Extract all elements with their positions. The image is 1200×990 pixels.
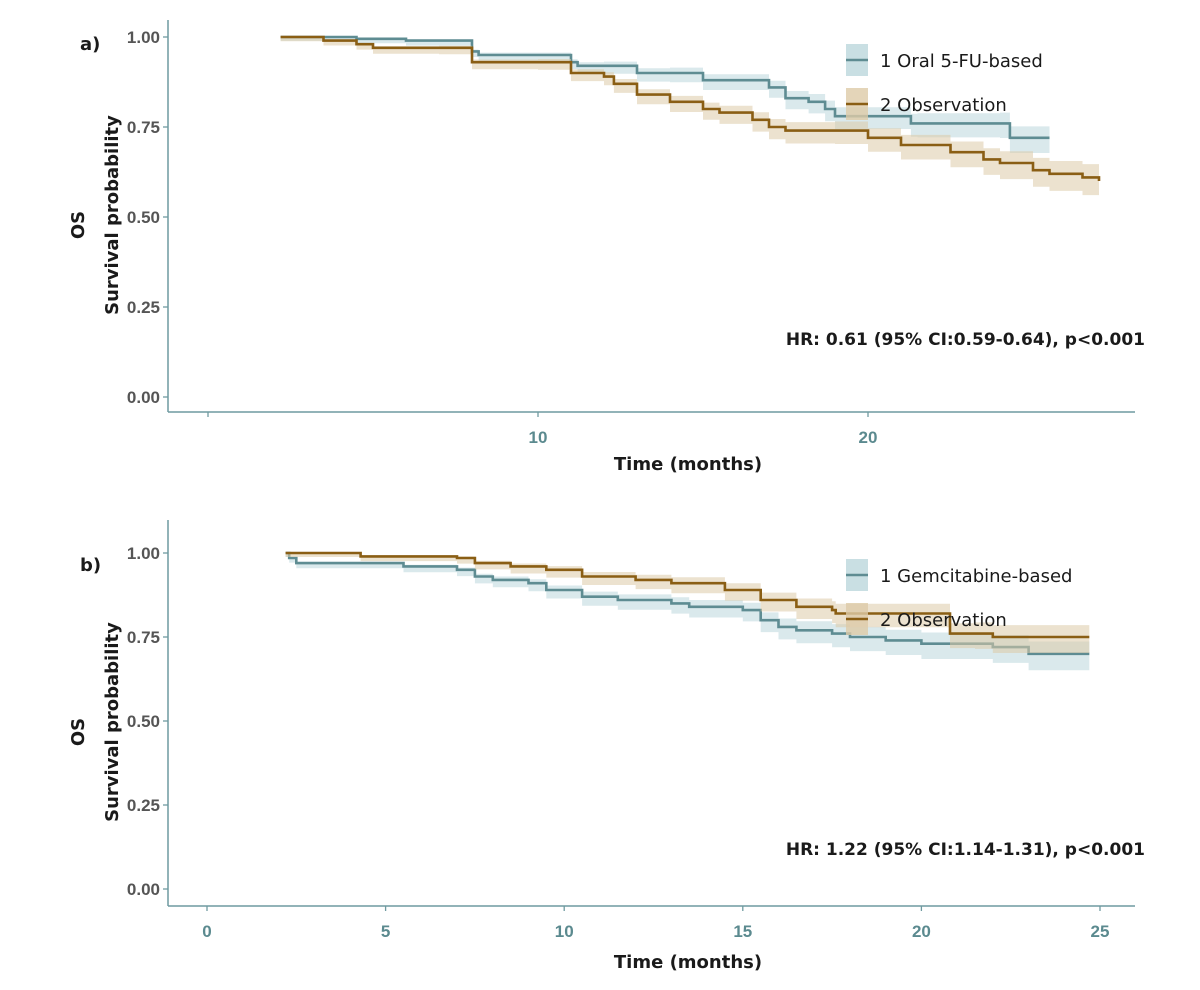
x-tick-label: 20 [912, 922, 931, 941]
y-tick-label: 0.00 [127, 880, 160, 899]
hr-annotation: HR: 0.61 (95% CI:0.59-0.64), p<0.001 [786, 330, 1145, 350]
x-tick-label: 0 [202, 922, 211, 941]
panel-label: b) [80, 555, 101, 576]
survival-chart-a: 0.00 0.25 0.50 0.75 1.00 10 20 a) Survival proba… [68, 20, 1145, 475]
legend-entry: 2 Observation [880, 95, 1007, 116]
y-tick-label: 1.00 [127, 544, 160, 563]
x-axis-title: Time (months) [614, 952, 762, 973]
y-tick-label: 0.50 [127, 208, 160, 227]
y-tick-label: 1.00 [127, 28, 160, 47]
y-tick-label: 0.50 [127, 712, 160, 731]
y-tick-label: 0.25 [127, 298, 160, 317]
x-tick-label: 10 [555, 922, 574, 941]
legend-entry: 2 Observation [880, 610, 1007, 631]
x-axis-title: Time (months) [614, 454, 762, 475]
legend-entry: 1 Oral 5-FU-based [880, 51, 1043, 72]
x-tick-label: 5 [381, 922, 390, 941]
y-tick-label: 0.00 [127, 388, 160, 407]
y-tick-label: 0.75 [127, 118, 160, 137]
y-axis-title: Survival probability [102, 622, 123, 822]
ci-band-series-2 [285, 553, 1090, 654]
y-tick-label: 0.25 [127, 796, 160, 815]
chart-panel-a: 0.00 0.25 0.50 0.75 1.00 10 20 a) Survival proba… [0, 0, 1200, 490]
survival-line-series-2 [285, 551, 1090, 639]
legend-entry: 1 Gemcitabine-based [880, 566, 1072, 587]
x-tick-label: 20 [859, 428, 878, 447]
outer-y-label: OS [68, 718, 89, 746]
x-tick-label: 15 [733, 922, 752, 941]
chart-panel-b: 0.00 0.25 0.50 0.75 1.00 0 5 10 15 20 25 b) Survival… [0, 500, 1200, 990]
outer-y-label: OS [68, 211, 89, 239]
survival-line-series-2 [280, 35, 1101, 181]
y-axis-title: Survival probability [102, 115, 123, 315]
x-tick-label: 10 [529, 428, 548, 447]
survival-line-series-1 [285, 551, 1090, 656]
survival-chart-b: 0.00 0.25 0.50 0.75 1.00 0 5 10 15 20 25 b) Survival… [68, 520, 1145, 973]
x-tick-label: 25 [1091, 922, 1110, 941]
hr-annotation: HR: 1.22 (95% CI:1.14-1.31), p<0.001 [786, 840, 1145, 860]
panel-label: a) [80, 34, 100, 55]
y-tick-label: 0.75 [127, 628, 160, 647]
